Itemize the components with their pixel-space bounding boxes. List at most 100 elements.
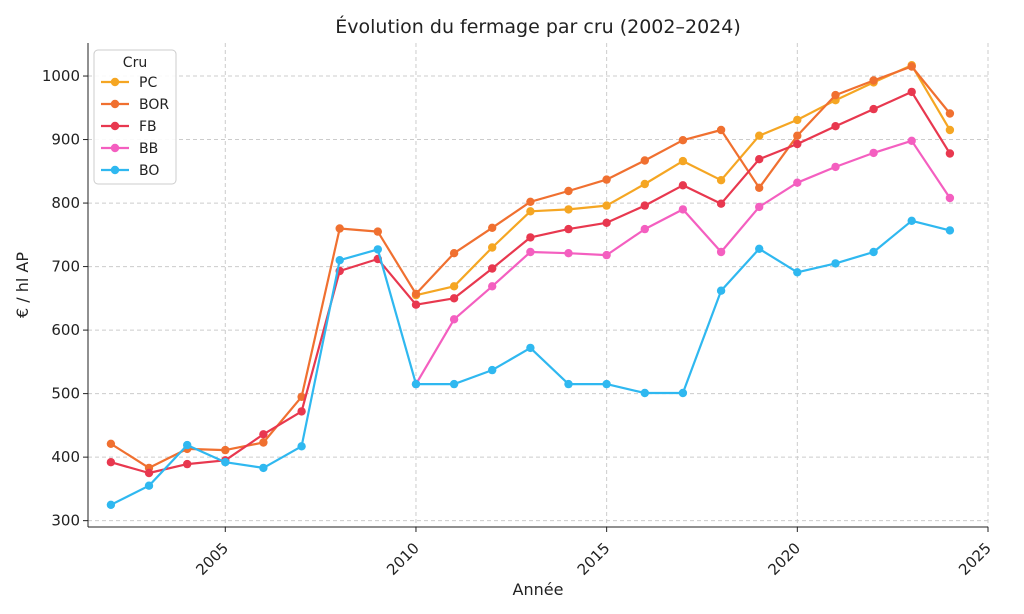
data-point-bo <box>259 463 268 473</box>
data-point-fb <box>678 181 688 190</box>
data-point-bor <box>449 249 459 258</box>
data-point-fb <box>564 224 573 234</box>
data-point-bb <box>755 202 764 212</box>
data-point-fb <box>907 87 916 97</box>
data-point-bo <box>106 500 116 509</box>
y-tick-label: 900 <box>51 131 80 149</box>
data-point-bo <box>869 247 878 257</box>
data-point-bb <box>907 136 916 145</box>
x-tick-label: 2010 <box>383 539 423 579</box>
data-point-bor <box>869 76 878 85</box>
legend-item-fb: FB <box>101 119 157 135</box>
data-point-bor <box>106 439 116 448</box>
legend: Cru PC BOR FB BB BO <box>93 49 177 185</box>
data-point-bb <box>678 205 688 214</box>
data-point-bb <box>869 148 878 158</box>
data-point-bb <box>945 193 955 203</box>
series-line-bb <box>415 139 951 385</box>
data-point-bo <box>907 216 916 225</box>
data-point-bor <box>221 445 230 455</box>
data-point-pc <box>564 205 573 214</box>
data-point-fb <box>831 122 840 131</box>
legend-swatch-marker <box>110 77 120 87</box>
ticks: 300 400 500 600 700 800 900 1000 2005 2010 2015 202… <box>42 67 995 579</box>
data-point-bo <box>640 388 649 398</box>
series-line-fb <box>110 90 951 475</box>
data-point-bb <box>602 250 611 260</box>
data-point-fb <box>602 218 611 227</box>
data-point-bor <box>564 186 573 196</box>
data-point-bb <box>793 178 802 187</box>
data-point-pc <box>945 125 955 135</box>
data-point-fb <box>869 104 878 114</box>
data-point-fb <box>716 199 726 208</box>
x-tick-label: 2005 <box>192 539 232 579</box>
legend-swatch-marker <box>110 99 120 109</box>
data-point-bor <box>526 197 535 206</box>
data-point-bb <box>449 315 459 324</box>
legend-label: BOR <box>139 97 169 113</box>
data-point-bo <box>716 286 726 295</box>
data-point-pc <box>755 131 764 140</box>
x-axis-title: Année <box>513 580 564 599</box>
data-point-bo <box>602 379 611 389</box>
data-point-fb <box>183 459 192 469</box>
series-fb <box>106 87 955 478</box>
data-point-bo <box>183 440 192 450</box>
legend-title: Cru <box>123 55 147 71</box>
series-bb <box>411 136 955 389</box>
data-point-fb <box>259 430 268 439</box>
series <box>106 60 955 509</box>
data-point-bb <box>640 224 649 234</box>
data-point-bo <box>221 458 230 467</box>
data-point-bo <box>793 268 802 277</box>
data-point-fb <box>297 407 306 416</box>
data-point-bor <box>793 131 802 140</box>
data-point-bor <box>335 224 344 233</box>
series-line-bo <box>110 219 951 506</box>
legend-swatch-marker <box>110 143 120 153</box>
legend-swatch-marker <box>110 165 120 175</box>
data-point-pc <box>640 179 649 189</box>
data-point-bor <box>831 90 840 100</box>
chart-title: Évolution du fermage par cru (2002–2024) <box>335 15 741 38</box>
legend-label: PC <box>139 75 157 91</box>
data-point-bb <box>488 282 497 291</box>
data-point-pc <box>449 282 459 291</box>
y-tick-label: 400 <box>51 448 80 466</box>
data-point-pc <box>602 201 611 210</box>
legend-item-bo: BO <box>101 163 159 179</box>
data-point-bor <box>411 289 421 299</box>
data-point-bo <box>831 259 840 268</box>
series-line-pc <box>415 64 951 297</box>
legend-item-pc: PC <box>101 75 157 91</box>
data-point-bor <box>716 125 726 135</box>
data-point-fb <box>640 201 649 210</box>
x-tick-label: 2020 <box>764 539 804 579</box>
data-point-bb <box>526 247 535 257</box>
data-point-fb <box>755 155 764 164</box>
x-tick-label: 2015 <box>574 539 614 579</box>
data-point-fb <box>449 294 459 303</box>
data-point-fb <box>411 300 421 309</box>
data-point-bo <box>526 343 535 353</box>
series-pc <box>411 60 955 300</box>
y-axis-title: € / hl AP <box>13 252 32 318</box>
legend-label: BO <box>139 163 159 179</box>
data-point-fb <box>488 264 497 273</box>
data-point-fb <box>526 233 535 242</box>
legend-label: FB <box>139 119 157 135</box>
data-point-fb <box>945 149 955 158</box>
y-tick-label: 500 <box>51 385 80 403</box>
grid <box>88 43 989 527</box>
y-tick-label: 600 <box>51 321 80 339</box>
data-point-bor <box>907 62 916 71</box>
legend-label: BB <box>139 141 158 157</box>
y-tick-label: 700 <box>51 258 80 276</box>
legend-swatch-marker <box>110 121 120 131</box>
data-point-bo <box>449 379 459 389</box>
legend-item-bor: BOR <box>101 97 169 113</box>
data-point-bo <box>335 256 344 265</box>
y-tick-label: 800 <box>51 194 80 212</box>
